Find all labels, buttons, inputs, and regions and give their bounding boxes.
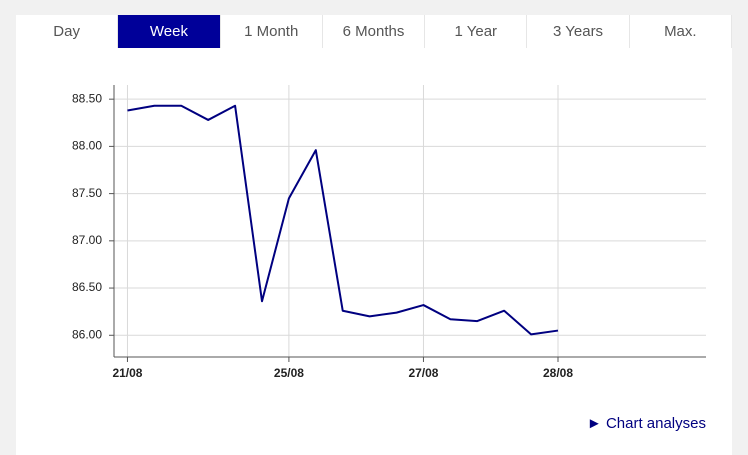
tab[interactable]: 1 Month — [220, 15, 323, 48]
tab[interactable]: 3 Years — [527, 15, 630, 48]
link-text[interactable]: Chart analyses — [605, 415, 706, 432]
x-tick-label: 25/08 — [274, 366, 304, 380]
panel — [16, 15, 732, 455]
tab[interactable]: Max. — [629, 15, 732, 48]
tab[interactable]: Week — [118, 15, 221, 48]
arrow-icon: ► — [586, 415, 606, 432]
y-tick-label: 88.00 — [72, 139, 102, 153]
chart-analyses-link[interactable]: ► Chart analyses — [587, 415, 706, 432]
y-tick-label: 86.00 — [72, 327, 102, 341]
tab-bar: Day Week 1 Month 6 Months 1 Year 3 Years Max. — [16, 15, 732, 48]
tab[interactable]: Day — [16, 15, 119, 48]
tab[interactable]: 1 Year — [425, 15, 528, 48]
tab[interactable]: 6 Months — [322, 15, 426, 48]
y-tick-label: 87.50 — [72, 186, 102, 200]
y-tick-label: 86.50 — [72, 280, 102, 294]
x-tick-label: 27/08 — [408, 366, 438, 380]
y-tick-label: 87.00 — [72, 233, 102, 247]
x-tick-label: 28/08 — [543, 366, 573, 380]
x-tick-label: 21/08 — [112, 366, 142, 380]
y-tick-label: 88.50 — [72, 91, 102, 105]
price-line — [127, 104, 559, 336]
